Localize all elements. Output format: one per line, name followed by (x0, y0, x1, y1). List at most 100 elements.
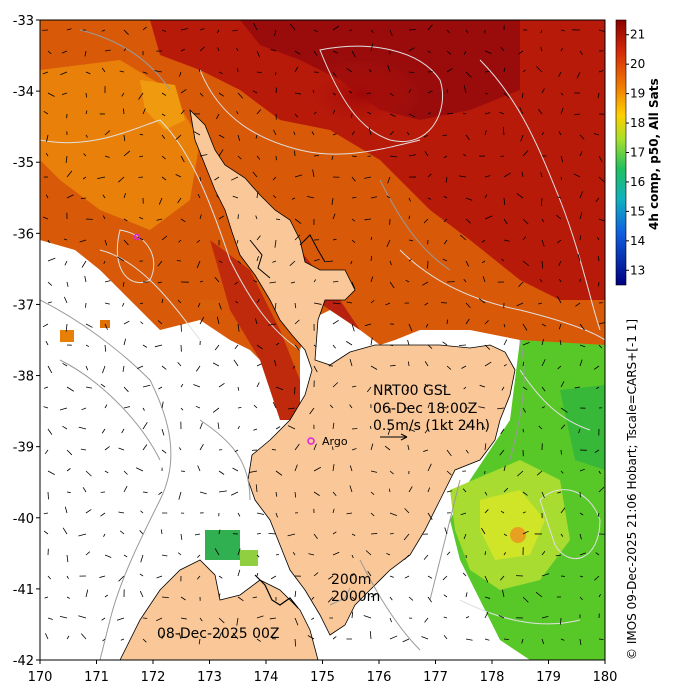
y-tick-label: -39 (13, 441, 34, 456)
current-vector (135, 467, 144, 472)
current-vector (178, 239, 182, 243)
current-vector (387, 65, 391, 73)
current-vector (364, 176, 372, 179)
current-vector (313, 258, 320, 262)
argo-label: Argo (322, 435, 348, 448)
current-vector (516, 193, 524, 199)
current-vector (535, 591, 543, 598)
current-vector (139, 155, 144, 158)
current-vector (237, 386, 240, 391)
current-vector (459, 234, 467, 241)
current-vector (294, 590, 297, 598)
current-vector (558, 71, 562, 77)
current-vector (559, 339, 562, 346)
current-vector (595, 197, 600, 203)
current-vector (274, 302, 277, 311)
current-vector (43, 386, 49, 389)
current-vector (294, 344, 300, 351)
current-vector (85, 323, 93, 328)
current-vector (234, 344, 239, 350)
current-vector (598, 176, 605, 183)
argo-marker-2 (133, 233, 141, 241)
current-vector (503, 487, 509, 493)
current-vector (139, 590, 144, 598)
current-vector (593, 365, 600, 370)
current-vector (256, 71, 262, 74)
current-vector (275, 342, 280, 346)
current-vector (332, 422, 335, 430)
current-vector (313, 443, 317, 451)
current-vector (104, 404, 108, 409)
current-vector (47, 491, 49, 500)
current-vector (118, 176, 125, 183)
current-vector (443, 594, 448, 598)
current-vector (388, 488, 391, 493)
current-vector (332, 344, 336, 349)
current-vector (541, 573, 550, 577)
current-vector (294, 218, 302, 224)
current-vector (175, 134, 182, 140)
current-vector (351, 113, 353, 118)
current-vector (256, 155, 261, 160)
current-vector (218, 617, 225, 624)
current-vector (156, 575, 163, 579)
current-vector (199, 154, 208, 157)
current-vector (370, 512, 375, 517)
current-vector (446, 319, 449, 325)
current-vector (46, 134, 49, 142)
current-vector (45, 633, 49, 640)
current-vector (541, 197, 543, 206)
current-vector (484, 575, 489, 583)
current-vector (66, 28, 72, 31)
current-vector (443, 218, 448, 223)
current-vector (332, 238, 337, 241)
current-vector (290, 281, 296, 284)
current-vector (465, 71, 472, 78)
current-vector (256, 256, 259, 262)
x-tick-label: 175 (310, 670, 335, 685)
current-vector (518, 281, 524, 288)
current-vector (369, 425, 372, 430)
sst-contours (40, 45, 605, 625)
current-vector (104, 446, 110, 451)
current-vector (313, 365, 318, 373)
current-vector (368, 127, 372, 136)
current-vector (66, 575, 69, 579)
current-vector (123, 406, 130, 409)
current-vector (85, 134, 88, 138)
current-vector (180, 89, 187, 94)
current-vector (199, 422, 203, 430)
current-vector (236, 111, 239, 115)
current-vector (389, 512, 398, 517)
current-vector (499, 111, 505, 115)
current-vector (218, 593, 221, 598)
current-vector (541, 386, 546, 392)
current-vector (104, 155, 110, 158)
current-vector (389, 155, 398, 158)
current-vector (484, 491, 488, 496)
current-vector (484, 50, 492, 54)
current-vector (465, 638, 473, 641)
current-vector (503, 218, 508, 225)
colorbar-tick-label: 18 (630, 116, 645, 130)
current-vector (521, 92, 524, 99)
current-vector (104, 239, 108, 246)
current-vector (593, 133, 600, 136)
current-vector (501, 386, 505, 391)
current-vector (594, 449, 600, 453)
current-vector (218, 215, 224, 220)
current-vector (442, 258, 448, 262)
current-vector (484, 611, 489, 619)
current-vector (465, 197, 473, 201)
current-vector (499, 449, 505, 456)
current-vector (370, 276, 374, 283)
current-vector (351, 596, 356, 600)
current-vector (522, 260, 530, 266)
current-vector (218, 382, 225, 388)
current-vector (522, 323, 528, 331)
current-vector (539, 278, 543, 283)
current-vector (522, 386, 528, 391)
current-vector (598, 470, 601, 474)
current-vector (252, 90, 258, 94)
current-vector (541, 615, 549, 619)
